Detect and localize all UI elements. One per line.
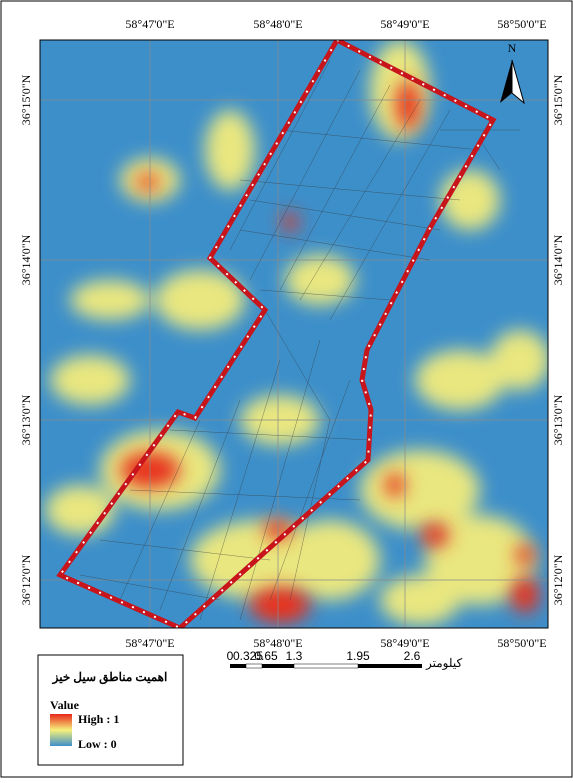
legend-title: اهمیت مناطق سیل خیز (52, 670, 168, 685)
north-label: N (508, 41, 517, 55)
lat-label: 36°13'0"N (551, 394, 565, 445)
lon-label: 58°50'0"E (497, 636, 546, 650)
legend-field: Value (50, 698, 80, 712)
lon-label: 58°47'0"E (125, 636, 174, 650)
lat-label: 36°15'0"N (551, 74, 565, 125)
scale-label: 2.6 (404, 649, 421, 663)
scale-label: 1.3 (286, 649, 303, 663)
lon-label: 58°48'0"E (253, 636, 302, 650)
scale-label: 1.95 (346, 649, 370, 663)
lon-label: 58°49'0"E (380, 636, 429, 650)
lat-label: 36°14'0"N (551, 234, 565, 285)
legend-high: High : 1 (78, 712, 119, 726)
heatmap (40, 40, 550, 628)
lat-label: 36°12'0"N (551, 554, 565, 605)
scale-label: 0.65 (254, 649, 278, 663)
map-page: N 58°47'0"E 58°48'0"E 58°49'0"E 58°50'0"… (0, 0, 573, 778)
legend: اهمیت مناطق سیل خیز Value High : 1 Low :… (38, 655, 183, 765)
lat-label: 36°15'0"N (19, 74, 33, 125)
lat-label: 36°13'0"N (19, 394, 33, 445)
lon-label: 58°49'0"E (380, 17, 429, 31)
lon-label: 58°50'0"E (497, 17, 546, 31)
lat-label: 36°12'0"N (19, 554, 33, 605)
lon-label: 58°47'0"E (125, 17, 174, 31)
scale-unit: کیلومتر (425, 656, 462, 670)
legend-ramp (50, 714, 72, 746)
lon-label: 58°48'0"E (253, 17, 302, 31)
legend-low: Low : 0 (78, 737, 117, 751)
lat-label: 36°14'0"N (19, 234, 33, 285)
